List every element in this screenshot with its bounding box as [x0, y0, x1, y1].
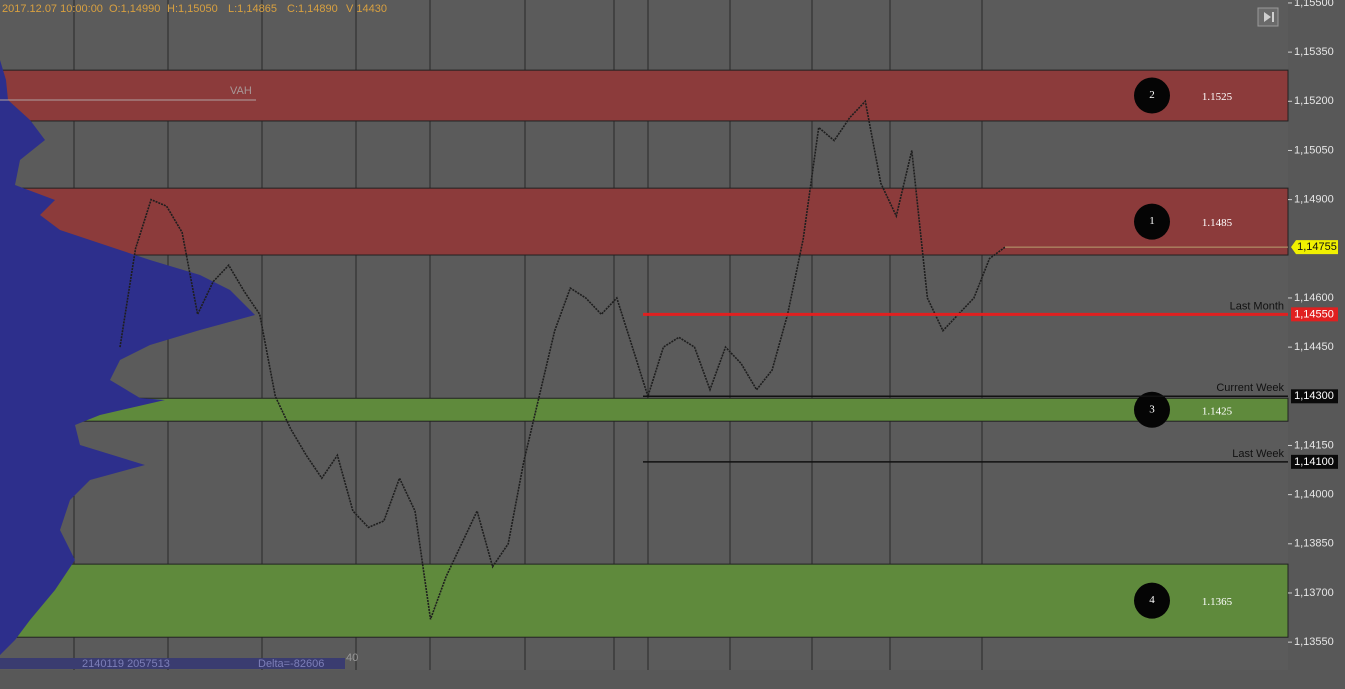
zone-label: 1.1365 — [1202, 596, 1233, 608]
time-axis — [0, 670, 1288, 689]
header: 2017.12.07 10:00:00 O:1,14990 H:1,15050 … — [2, 3, 387, 15]
zone-badge — [1134, 391, 1170, 428]
scroll-end-icon — [1264, 12, 1274, 22]
zone-badge — [1134, 203, 1170, 240]
y-tick-label: 1,15500 — [1294, 0, 1334, 9]
price-axis — [1288, 0, 1345, 689]
y-tick-label: 1,14900 — [1294, 194, 1334, 206]
header-close: C:1,14890 — [287, 3, 338, 15]
y-tick-label: 1,15050 — [1294, 144, 1334, 156]
profile-footer — [0, 658, 345, 669]
header-low: L:1,14865 — [228, 3, 277, 15]
y-tick-label: 1,13550 — [1294, 636, 1334, 648]
profile-totals: 2140119 2057513 — [82, 658, 170, 670]
zone-label: 1.1525 — [1202, 91, 1233, 103]
header-time: 2017.12.07 10:00:00 — [2, 3, 103, 15]
zone — [0, 397, 1289, 422]
zone-label: 1.1425 — [1202, 405, 1233, 417]
profile-delta: Delta=-82606 — [258, 658, 324, 670]
level-name: Current Week — [1216, 382, 1284, 394]
level-price-label: 1,14100 — [1294, 456, 1334, 468]
zone — [0, 187, 1289, 256]
level-price-label: 1,14300 — [1294, 390, 1334, 402]
y-tick-label: 1,14150 — [1294, 439, 1334, 451]
level-name: Last Month — [1230, 300, 1284, 312]
level-price-box — [1291, 307, 1338, 322]
zone-badge — [1134, 582, 1170, 619]
y-tick-label: 1,15350 — [1294, 46, 1334, 58]
zone-number: 4 — [1149, 594, 1155, 606]
price-line — [119, 99, 1006, 620]
current-price-box — [1291, 240, 1338, 255]
header-volume: V 14430 — [346, 3, 387, 15]
y-tick-label: 1,14000 — [1294, 489, 1334, 501]
y-tick-label: 1,14600 — [1294, 292, 1334, 304]
y-tick-label: 1,15200 — [1294, 95, 1334, 107]
zone — [0, 69, 1289, 122]
level-price-box — [1291, 389, 1338, 404]
zone-badge — [1134, 77, 1170, 114]
header-high: H:1,15050 — [167, 3, 218, 15]
zone — [0, 563, 1289, 638]
level-price-box — [1291, 454, 1338, 469]
y-tick-label: 1,14450 — [1294, 341, 1334, 353]
y-tick-label: 1,13850 — [1294, 538, 1334, 550]
zone-number: 2 — [1149, 89, 1155, 101]
zone-number: 3 — [1149, 403, 1155, 415]
level-price-label: 1,14550 — [1294, 308, 1334, 320]
zone-number: 1 — [1149, 215, 1155, 227]
zone-label: 1.1485 — [1202, 217, 1233, 229]
vah-label: VAH — [230, 85, 252, 97]
profile-count: 40 — [346, 652, 358, 664]
zones — [0, 69, 1289, 638]
level-name: Last Week — [1232, 448, 1284, 460]
current-price-label: 1,14755 — [1297, 241, 1337, 253]
volume-profile — [0, 60, 255, 655]
header-open: O:1,14990 — [109, 3, 160, 15]
y-tick-label: 1,13700 — [1294, 587, 1334, 599]
